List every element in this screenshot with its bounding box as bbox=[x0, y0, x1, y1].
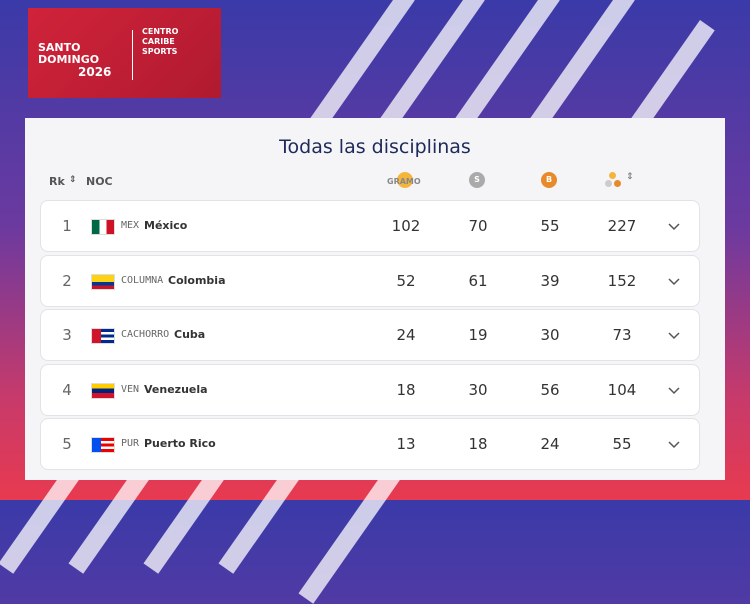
flag bbox=[91, 382, 115, 399]
gold-icon bbox=[397, 172, 413, 188]
rank: 2 bbox=[62, 271, 72, 290]
logo-text: CARIBE bbox=[142, 37, 175, 46]
table-row[interactable]: 1 MEX México 102 70 55 227 bbox=[40, 200, 700, 252]
table-title: Todas las disciplinas bbox=[279, 136, 471, 158]
logo-text: 2026 bbox=[78, 65, 112, 79]
expand-chevron[interactable] bbox=[668, 326, 680, 340]
gold-count: 13 bbox=[396, 435, 416, 453]
sort-icon[interactable]: ⇕ bbox=[69, 175, 77, 185]
expand-chevron[interactable] bbox=[668, 217, 680, 231]
total-count: 152 bbox=[607, 271, 637, 290]
logo-text: SANTO bbox=[38, 41, 81, 54]
logo-text: SPORTS bbox=[142, 47, 178, 56]
total-count: 55 bbox=[612, 435, 632, 453]
gold-count: 52 bbox=[396, 271, 416, 290]
gold-count: 102 bbox=[391, 217, 421, 235]
country-name: México bbox=[144, 219, 188, 232]
expand-chevron[interactable] bbox=[668, 381, 680, 394]
gold-count: 24 bbox=[396, 326, 416, 344]
noc-code: MEX bbox=[121, 220, 140, 231]
total-count: 104 bbox=[607, 380, 637, 399]
logo-text: DOMINGO bbox=[38, 53, 100, 66]
silver-count: 19 bbox=[468, 326, 488, 344]
silver-count: 61 bbox=[468, 271, 488, 290]
medal-table: Todas las disciplinas Rk ⇕ NOC GRAMO S B… bbox=[25, 118, 725, 480]
expand-chevron[interactable] bbox=[668, 272, 680, 285]
flag bbox=[91, 273, 115, 290]
rank: 1 bbox=[62, 217, 72, 235]
table-row[interactable]: 2 COLUMNA Colombia 52 61 39 152 bbox=[40, 254, 700, 307]
header-rank[interactable]: Rk bbox=[49, 175, 65, 188]
noc-code: PUR bbox=[121, 438, 140, 449]
country-name: Colombia bbox=[168, 273, 226, 287]
flag bbox=[91, 328, 115, 344]
silver-count: 30 bbox=[468, 380, 488, 399]
header-gold[interactable]: GRAMO bbox=[387, 177, 421, 186]
bronze-count: 55 bbox=[540, 217, 560, 235]
noc-code: VEN bbox=[121, 383, 140, 395]
header-bronze[interactable]: B bbox=[541, 172, 557, 188]
gold-count: 18 bbox=[396, 380, 416, 399]
page: SANTO DOMINGO 2026 CENTRO CARIBE SPORTS … bbox=[0, 0, 750, 500]
table-row[interactable]: 4 VEN Venezuela 18 30 56 104 bbox=[40, 363, 700, 416]
expand-chevron[interactable] bbox=[668, 435, 680, 449]
noc-code: CACHORRO bbox=[121, 329, 170, 340]
logo: SANTO DOMINGO 2026 CENTRO CARIBE SPORTS bbox=[28, 8, 221, 98]
table-row[interactable]: 3 CACHORRO Cuba 24 19 30 73 bbox=[40, 309, 700, 361]
bronze-count: 24 bbox=[540, 435, 560, 453]
silver-count: 18 bbox=[468, 435, 488, 453]
total-count: 227 bbox=[607, 217, 637, 235]
flag bbox=[91, 437, 115, 453]
total-count: 73 bbox=[612, 326, 632, 344]
country-name: Puerto Rico bbox=[144, 437, 216, 450]
total-icon[interactable]: ⇕ bbox=[605, 172, 635, 192]
table-row[interactable]: 5 PUR Puerto Rico 13 18 24 55 bbox=[40, 418, 700, 470]
noc-code: COLUMNA bbox=[121, 274, 164, 286]
country-name: Cuba bbox=[174, 328, 206, 341]
header-silver[interactable]: S bbox=[469, 172, 485, 188]
divider bbox=[132, 30, 133, 80]
bronze-count: 39 bbox=[540, 271, 560, 290]
silver-count: 70 bbox=[468, 217, 488, 235]
bronze-count: 30 bbox=[540, 326, 560, 344]
header-noc: NOC bbox=[86, 175, 113, 188]
flag bbox=[91, 219, 115, 235]
logo-text: CENTRO bbox=[142, 27, 179, 36]
bronze-count: 56 bbox=[540, 380, 560, 399]
country-name: Venezuela bbox=[144, 382, 208, 396]
rank: 4 bbox=[62, 380, 72, 399]
rank: 3 bbox=[62, 326, 72, 344]
rank: 5 bbox=[62, 435, 72, 453]
